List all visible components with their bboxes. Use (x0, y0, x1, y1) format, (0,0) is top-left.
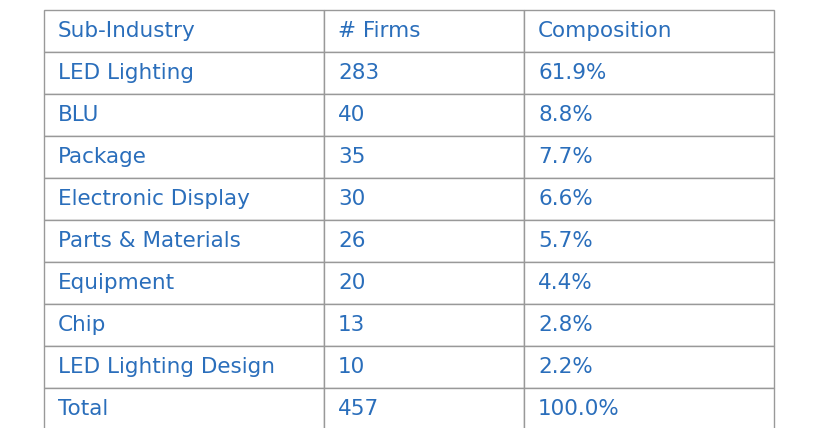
Text: 13: 13 (338, 315, 366, 335)
Bar (524, 52, 774, 94)
Text: 30: 30 (338, 189, 366, 209)
Text: Total: Total (58, 399, 108, 419)
Bar (524, 388, 774, 428)
Text: Electronic Display: Electronic Display (58, 189, 249, 209)
Text: 2.8%: 2.8% (538, 315, 593, 335)
Text: 10: 10 (338, 357, 366, 377)
Text: LED Lighting Design: LED Lighting Design (58, 357, 275, 377)
Text: LED Lighting: LED Lighting (58, 63, 194, 83)
Bar (324, 94, 524, 136)
Text: BLU: BLU (58, 105, 99, 125)
Text: 35: 35 (338, 147, 366, 167)
Bar (44, 136, 324, 178)
Bar (44, 10, 324, 52)
Bar (44, 220, 324, 262)
Bar (44, 262, 324, 304)
Bar (324, 136, 524, 178)
Bar (524, 178, 774, 220)
Text: 5.7%: 5.7% (538, 231, 593, 251)
Bar (524, 304, 774, 346)
Text: 2.2%: 2.2% (538, 357, 593, 377)
Text: 20: 20 (338, 273, 366, 293)
Text: 283: 283 (338, 63, 379, 83)
Bar (44, 94, 324, 136)
Bar (324, 178, 524, 220)
Text: 4.4%: 4.4% (538, 273, 593, 293)
Bar (324, 220, 524, 262)
Bar (324, 304, 524, 346)
Text: Sub-Industry: Sub-Industry (58, 21, 196, 41)
Text: 457: 457 (338, 399, 380, 419)
Bar (524, 346, 774, 388)
Bar (524, 262, 774, 304)
Bar (524, 136, 774, 178)
Bar (44, 304, 324, 346)
Bar (44, 388, 324, 428)
Bar (324, 346, 524, 388)
Bar (524, 94, 774, 136)
Text: 26: 26 (338, 231, 366, 251)
Bar (44, 346, 324, 388)
Bar (324, 262, 524, 304)
Text: 7.7%: 7.7% (538, 147, 593, 167)
Bar (44, 52, 324, 94)
Text: Parts & Materials: Parts & Materials (58, 231, 240, 251)
Text: 8.8%: 8.8% (538, 105, 593, 125)
Text: Chip: Chip (58, 315, 106, 335)
Bar (324, 10, 524, 52)
Text: 61.9%: 61.9% (538, 63, 606, 83)
Bar (524, 220, 774, 262)
Bar (324, 52, 524, 94)
Text: 6.6%: 6.6% (538, 189, 593, 209)
Bar (324, 388, 524, 428)
Bar (524, 10, 774, 52)
Text: Equipment: Equipment (58, 273, 175, 293)
Bar (44, 178, 324, 220)
Text: 40: 40 (338, 105, 366, 125)
Text: Composition: Composition (538, 21, 672, 41)
Text: # Firms: # Firms (338, 21, 420, 41)
Text: 100.0%: 100.0% (538, 399, 620, 419)
Text: Package: Package (58, 147, 147, 167)
